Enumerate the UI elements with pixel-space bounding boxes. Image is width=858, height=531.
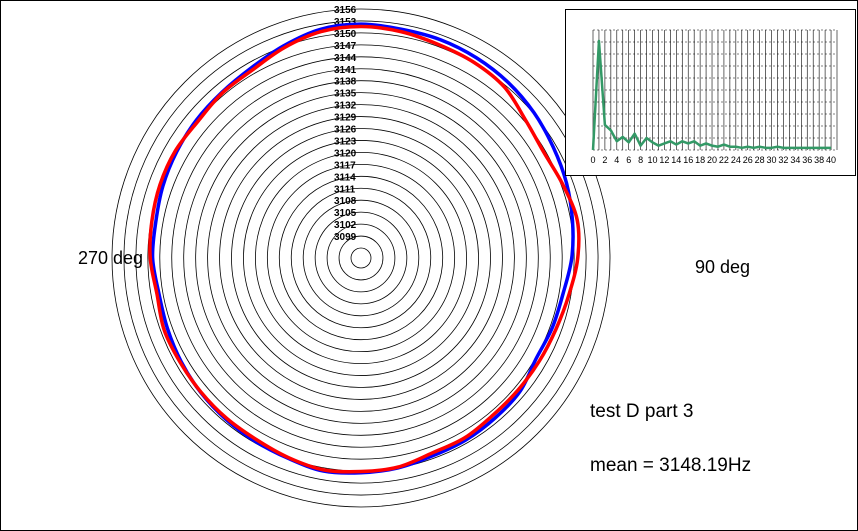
ring-label: 3144	[334, 53, 357, 64]
polar-ring	[302, 199, 420, 317]
angle-label-270: 270 deg	[78, 248, 144, 268]
inset-x-tick-label: 8	[638, 155, 643, 165]
inset-x-tick-label: 30	[767, 155, 777, 165]
ring-label: 3135	[334, 89, 357, 100]
inset-x-tick-label: 6	[626, 155, 631, 165]
polar-ring	[326, 223, 396, 293]
ring-label: 3126	[334, 125, 357, 136]
inset-x-tick-label: 22	[719, 155, 729, 165]
polar-ring	[159, 56, 563, 460]
ring-label: 3099	[334, 232, 357, 243]
spectrum-inset-chart: 0 2 4 6 8 10 12 14 16 18 20 22 24 26 28 30 32 34 36 38 40	[565, 9, 856, 176]
ring-label: 3117	[334, 160, 356, 171]
polar-ring	[314, 211, 408, 305]
inset-x-tick-label: 10	[648, 155, 658, 165]
polar-ring	[350, 247, 372, 269]
ring-labels: 3099310231053108311131143117312031233126…	[334, 5, 357, 243]
ring-label: 3156	[334, 5, 357, 16]
ring-label: 3120	[334, 148, 357, 159]
polar-ring	[254, 151, 467, 364]
inset-x-tick-label: 0	[590, 155, 595, 165]
inset-x-ticks: 0 2 4 6 8 10 12 14 16 18 20 22 24 26 28 30 32 34 36 38 40	[590, 155, 836, 165]
polar-ring	[183, 80, 539, 436]
inset-x-tick-label: 32	[778, 155, 788, 165]
inset-x-tick-label: 28	[755, 155, 765, 165]
inset-grid	[592, 29, 838, 151]
ring-label: 3123	[334, 136, 357, 147]
polar-ring	[278, 175, 444, 341]
polar-ring	[171, 68, 551, 448]
inset-x-tick-label: 38	[814, 155, 824, 165]
polar-ring	[266, 163, 456, 353]
ring-label: 3153	[334, 17, 357, 28]
polar-ring	[111, 8, 611, 508]
inset-x-tick-label: 4	[614, 155, 619, 165]
polar-series	[148, 22, 581, 475]
inset-x-tick-label: 14	[671, 155, 681, 165]
polar-ring	[195, 92, 527, 424]
ring-label: 3141	[334, 65, 357, 76]
polar-rings	[111, 8, 611, 508]
polar-ring	[207, 104, 515, 412]
inset-series	[591, 39, 832, 151]
inset-x-tick-label: 20	[707, 155, 717, 165]
ring-label: 3129	[334, 113, 357, 124]
inset-x-tick-label: 18	[695, 155, 705, 165]
inset-x-tick-label: 36	[802, 155, 812, 165]
polar-series-2	[148, 24, 581, 474]
polar-ring	[243, 140, 479, 376]
polar-ring	[123, 20, 599, 496]
polar-ring	[135, 32, 587, 484]
ring-label: 3111	[334, 184, 356, 195]
ring-label: 3147	[334, 41, 357, 52]
inset-x-tick-label: 2	[602, 155, 607, 165]
ring-label: 3132	[334, 101, 357, 112]
spectrum-chart-svg: 0 2 4 6 8 10 12 14 16 18 20 22 24 26 28 30 32 34 36 38 40	[590, 29, 838, 165]
inset-x-tick-label: 24	[731, 155, 741, 165]
inset-x-tick-label: 34	[790, 155, 800, 165]
angle-label-90: 90 deg	[695, 257, 751, 277]
inset-x-tick-label: 12	[659, 155, 669, 165]
ring-label: 3150	[334, 29, 357, 40]
ring-label: 3114	[334, 172, 356, 183]
inset-x-tick-label: 26	[743, 155, 753, 165]
inset-x-tick-label: 16	[683, 155, 693, 165]
polar-ring	[338, 235, 384, 281]
ring-label: 3105	[334, 208, 357, 219]
mean-label: mean = 3148.19Hz	[590, 455, 752, 476]
ring-label: 3138	[334, 77, 357, 88]
test-label: test D part 3	[590, 401, 694, 422]
polar-ring	[231, 128, 491, 388]
inset-series-line	[591, 39, 832, 151]
ring-label: 3102	[334, 220, 357, 231]
ring-label: 3108	[334, 196, 357, 207]
inset-x-tick-label: 40	[826, 155, 836, 165]
polar-ring	[219, 116, 503, 400]
polar-ring	[290, 187, 432, 329]
